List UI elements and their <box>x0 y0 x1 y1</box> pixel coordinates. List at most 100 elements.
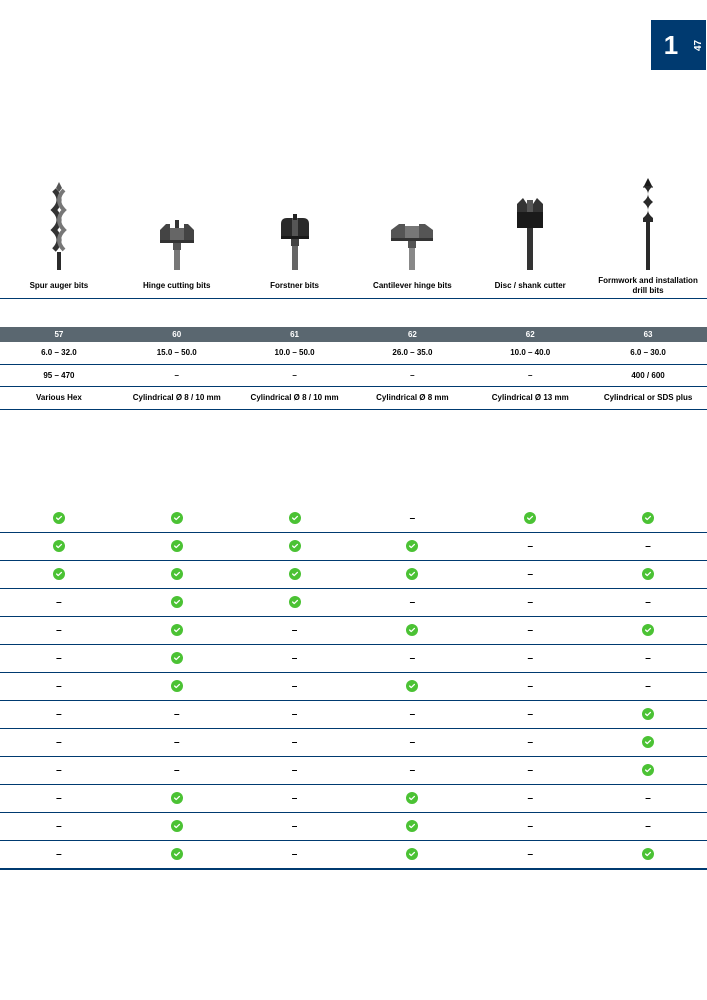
check-icon <box>642 708 654 720</box>
dash-mark: – <box>645 793 651 804</box>
matrix-cell <box>0 561 118 588</box>
dash-mark: – <box>645 681 651 692</box>
spec-cell: 6.0 – 30.0 <box>589 342 707 364</box>
dash-mark: – <box>174 737 180 748</box>
product-col-3: Forstner bits <box>236 180 354 296</box>
check-icon <box>642 568 654 580</box>
product-label: Forstner bits <box>270 276 319 296</box>
matrix-cell: – <box>0 589 118 616</box>
matrix-cell: – <box>236 645 354 672</box>
spec-cell: Cylindrical Ø 8 mm <box>353 387 471 409</box>
spec-table: 57 60 61 62 62 63 6.0 – 32.0 15.0 – 50.0… <box>0 327 707 410</box>
dash-mark: – <box>410 597 416 608</box>
matrix-cell: – <box>471 729 589 756</box>
check-icon <box>171 596 183 608</box>
dash-mark: – <box>527 737 533 748</box>
matrix-cell <box>589 617 707 644</box>
product-col-4: Cantilever hinge bits <box>353 180 471 296</box>
matrix-cell: – <box>471 701 589 728</box>
matrix-row: –––– <box>0 813 707 841</box>
spec-header-cell: 63 <box>589 327 707 342</box>
dash-mark: – <box>56 653 62 664</box>
matrix-cell <box>118 813 236 840</box>
spec-cell: 26.0 – 35.0 <box>353 342 471 364</box>
dash-mark: – <box>56 709 62 720</box>
spec-cell: 10.0 – 50.0 <box>236 342 354 364</box>
dash-mark: – <box>527 653 533 664</box>
spec-cell: Various Hex <box>0 387 118 409</box>
matrix-cell: – <box>236 813 354 840</box>
matrix-cell <box>353 561 471 588</box>
matrix-row: ––– <box>0 617 707 645</box>
dash-mark: – <box>645 541 651 552</box>
product-label: Formwork and installation drill bits <box>593 276 703 296</box>
compatibility-matrix: ––––––––––––––––––––––––––––––––––––––––… <box>0 505 707 870</box>
product-col-2: Hinge cutting bits <box>118 180 236 296</box>
check-icon <box>53 512 65 524</box>
cantilever-hinge-bit-icon <box>389 180 435 270</box>
matrix-cell: – <box>236 785 354 812</box>
matrix-cell: – <box>236 673 354 700</box>
matrix-cell: – <box>353 757 471 784</box>
matrix-cell: – <box>0 757 118 784</box>
matrix-row: – <box>0 505 707 533</box>
matrix-cell: – <box>118 701 236 728</box>
spec-cell: Cylindrical Ø 8 / 10 mm <box>236 387 354 409</box>
dash-mark: – <box>645 597 651 608</box>
matrix-cell: – <box>0 785 118 812</box>
dash-mark: – <box>292 737 298 748</box>
matrix-cell: – <box>236 617 354 644</box>
matrix-row: – <box>0 561 707 589</box>
matrix-cell: – <box>589 813 707 840</box>
spec-cell: 6.0 – 32.0 <box>0 342 118 364</box>
check-icon <box>406 848 418 860</box>
spec-header-cell: 62 <box>353 327 471 342</box>
spec-header-cell: 60 <box>118 327 236 342</box>
matrix-cell <box>589 841 707 868</box>
spec-row: 95 – 470 – – – – 400 / 600 <box>0 365 707 388</box>
dash-mark: – <box>292 765 298 776</box>
matrix-cell: – <box>589 673 707 700</box>
dash-mark: – <box>56 821 62 832</box>
check-icon <box>642 736 654 748</box>
check-icon <box>524 512 536 524</box>
matrix-cell: – <box>0 701 118 728</box>
matrix-cell: – <box>471 841 589 868</box>
spec-header-row: 57 60 61 62 62 63 <box>0 327 707 342</box>
check-icon <box>642 624 654 636</box>
spec-row: 6.0 – 32.0 15.0 – 50.0 10.0 – 50.0 26.0 … <box>0 342 707 365</box>
dash-mark: – <box>527 849 533 860</box>
check-icon <box>289 540 301 552</box>
check-icon <box>642 764 654 776</box>
check-icon <box>406 792 418 804</box>
spec-cell: – <box>118 365 236 387</box>
dash-mark: – <box>527 597 533 608</box>
matrix-cell <box>0 533 118 560</box>
matrix-row: ––––– <box>0 757 707 785</box>
matrix-cell: – <box>471 673 589 700</box>
spec-header-cell: 57 <box>0 327 118 342</box>
dash-mark: – <box>410 737 416 748</box>
formwork-drill-bit-icon <box>640 180 656 270</box>
check-icon <box>171 680 183 692</box>
matrix-cell: – <box>353 505 471 532</box>
check-icon <box>289 512 301 524</box>
check-icon <box>406 680 418 692</box>
matrix-cell <box>236 561 354 588</box>
dash-mark: – <box>645 653 651 664</box>
matrix-cell <box>118 533 236 560</box>
dash-mark: – <box>527 765 533 776</box>
matrix-cell: – <box>236 841 354 868</box>
matrix-cell <box>471 505 589 532</box>
matrix-cell <box>118 505 236 532</box>
spec-cell: Cylindrical Ø 13 mm <box>471 387 589 409</box>
matrix-cell <box>353 617 471 644</box>
product-col-5: Disc / shank cutter <box>471 180 589 296</box>
check-icon <box>53 540 65 552</box>
spur-auger-bit-icon <box>50 180 68 270</box>
check-icon <box>642 512 654 524</box>
matrix-cell: – <box>471 561 589 588</box>
matrix-cell: – <box>589 645 707 672</box>
product-label: Cantilever hinge bits <box>373 276 452 296</box>
dash-mark: – <box>292 821 298 832</box>
